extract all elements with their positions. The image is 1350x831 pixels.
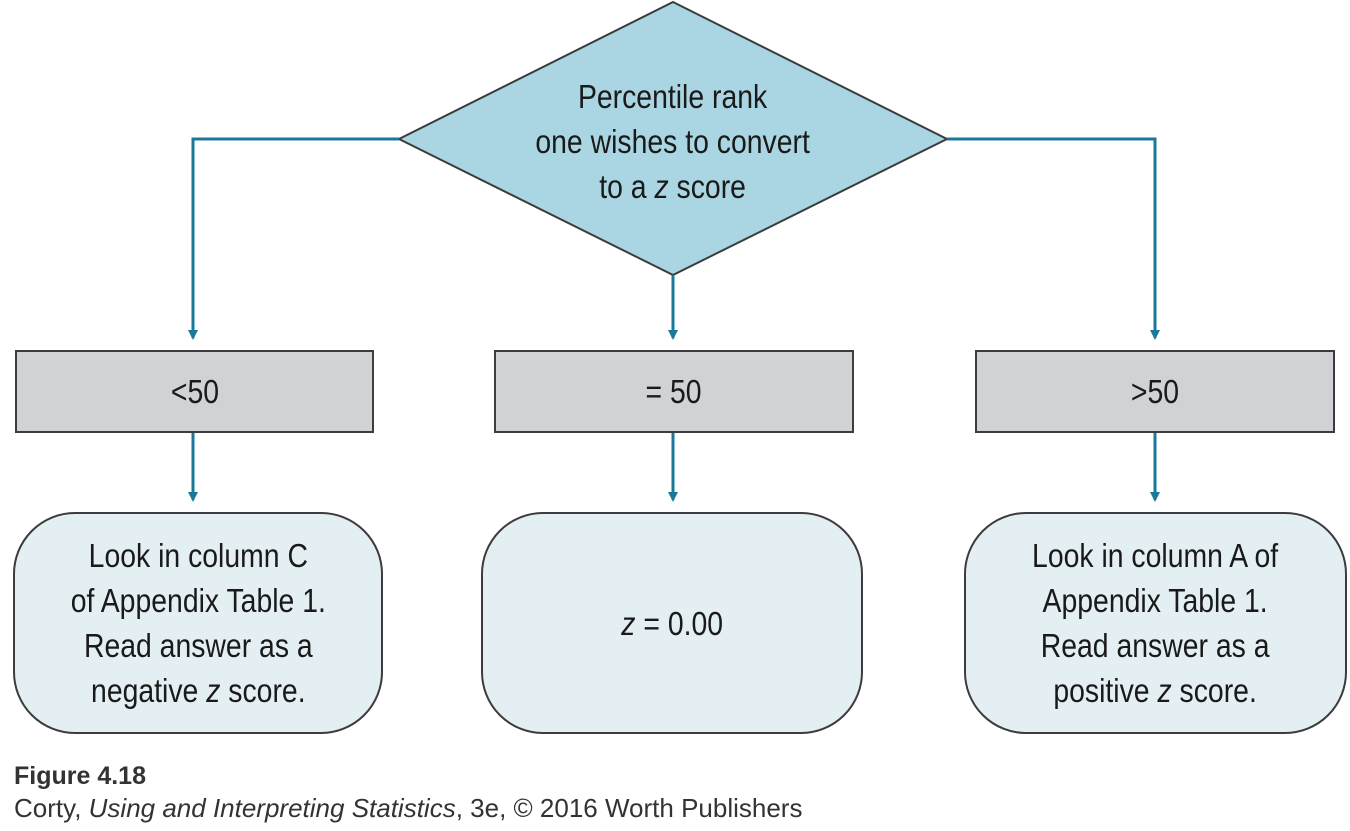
- arrow-to-greater-than-50: [947, 137, 1160, 340]
- outcome-middle-text: z = 0.00: [621, 604, 723, 642]
- figure-number: Figure 4.18: [14, 762, 146, 790]
- outcome-left-line-1: Look in column C: [88, 537, 308, 574]
- outcome-right-line-1: Look in column A of: [1032, 537, 1279, 574]
- credit-book-title: Using and Interpreting Statistics: [88, 793, 456, 823]
- condition-label-less-than-50: <50: [170, 373, 219, 410]
- decision-label: Percentile rank one wishes to convert to…: [470, 72, 876, 210]
- outcome-box-middle: z = 0.00: [481, 512, 863, 734]
- outcome-right-line-3: Read answer as a: [1041, 627, 1270, 664]
- credit-author: Corty,: [14, 793, 89, 823]
- flowchart-connectors: [188, 0, 1160, 502]
- outcome-left-line-3: Read answer as a: [83, 627, 313, 664]
- condition-label-equals-50: = 50: [645, 373, 703, 410]
- outcome-box-left: Look in column C of Appendix Table 1. Re…: [13, 512, 383, 734]
- condition-box-less-than-50: <50: [15, 350, 374, 433]
- condition-box-greater-than-50: >50: [975, 350, 1335, 433]
- outcome-left-line-2: of Appendix Table 1.: [70, 582, 326, 619]
- outcome-box-right: Look in column A of Appendix Table 1. Re…: [964, 512, 1347, 734]
- decision-line-3: to a z score: [599, 167, 747, 205]
- condition-box-equals-50: = 50: [494, 350, 854, 433]
- arrow-to-less-than-50: [188, 137, 399, 340]
- outcome-right-line-4: positive z score.: [1053, 672, 1258, 709]
- decision-line-1: Percentile rank: [578, 77, 768, 115]
- outcome-left-line-4: negative z score.: [90, 672, 306, 709]
- decision-line-2: one wishes to convert: [535, 122, 811, 160]
- outcome-right-line-2: Appendix Table 1.: [1042, 582, 1269, 619]
- figure-credit: Corty, Using and Interpreting Statistics…: [14, 793, 802, 824]
- credit-edition: , 3e, © 2016 Worth Publishers: [455, 793, 803, 823]
- condition-label-greater-than-50: >50: [1130, 373, 1180, 410]
